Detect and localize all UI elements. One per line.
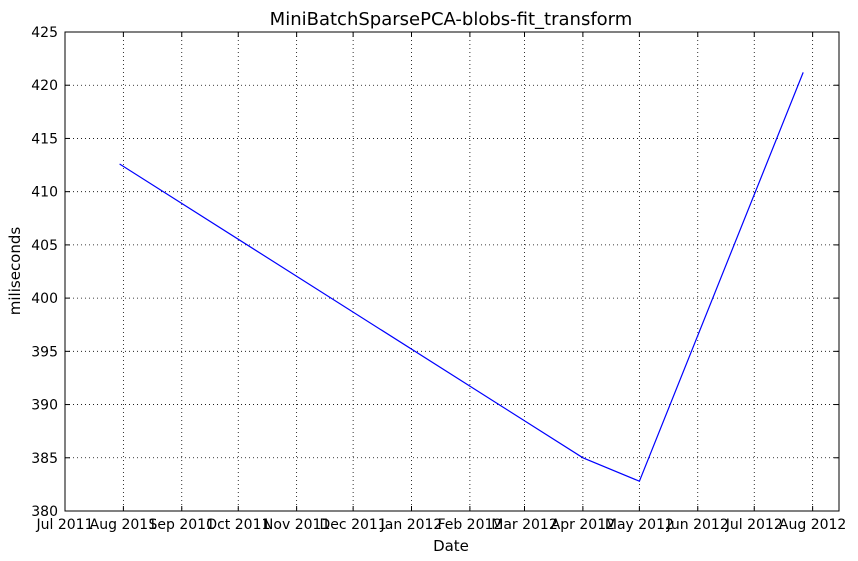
plot-frame [64, 31, 840, 512]
x-tick-label: Feb 2012 [437, 517, 502, 533]
y-tick-label: 410 [31, 185, 58, 201]
x-tick-label: Aug 2012 [779, 517, 846, 533]
y-tick-labels: 380 385 390 395 400 405 410 415 420 425 [31, 25, 58, 520]
x-tick-label: Mar 2012 [491, 517, 558, 533]
x-tick-label: Nov 2011 [263, 517, 330, 533]
y-tick-label: 420 [31, 78, 58, 94]
y-tick-label: 395 [31, 344, 58, 360]
y-tick-label: 385 [31, 451, 58, 467]
tick-marks [64, 31, 839, 512]
x-tick-label: Jan 2012 [380, 517, 443, 533]
y-tick-label: 400 [31, 291, 58, 307]
x-axis-title: Date [433, 537, 469, 555]
x-tick-label: Jul 2012 [725, 517, 783, 533]
y-tick-label: 425 [31, 25, 58, 41]
series-layer [119, 72, 804, 482]
y-axis-title: miliseconds [6, 227, 24, 316]
x-tick-label: Sep 2011 [149, 517, 215, 533]
x-tick-label: Jun 2012 [666, 517, 729, 533]
chart-title: MiniBatchSparsePCA-blobs-fit_transform [270, 9, 633, 30]
x-tick-label: Oct 2011 [206, 517, 270, 533]
x-tick-label: Apr 2012 [551, 517, 615, 533]
y-tick-label: 390 [31, 398, 58, 414]
x-tick-label: Aug 2011 [90, 517, 157, 533]
x-tick-label: Jul 2011 [36, 517, 94, 533]
series-line [119, 72, 804, 482]
y-tick-label: 405 [31, 238, 58, 254]
x-tick-label: May 2012 [605, 517, 674, 533]
grid-lines [64, 32, 839, 511]
y-tick-label: 415 [31, 131, 58, 147]
y-tick-label: 380 [31, 504, 58, 520]
x-tick-label: Dec 2011 [320, 517, 387, 533]
